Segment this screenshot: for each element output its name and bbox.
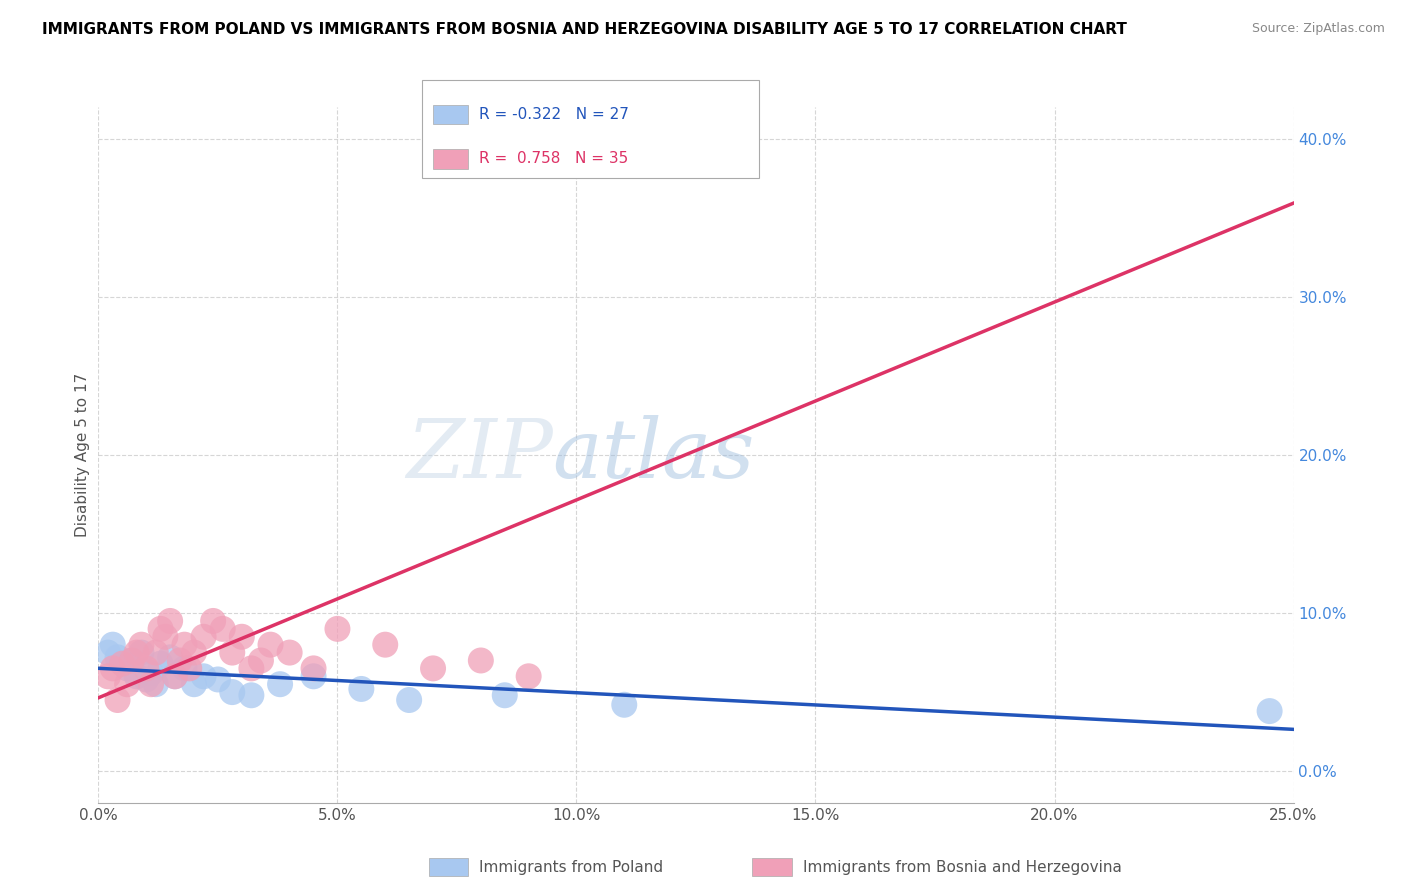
Text: R =  0.758   N = 35: R = 0.758 N = 35 [479, 152, 628, 166]
Point [115, 661, 138, 675]
Point [159, 614, 181, 628]
Point [139, 677, 162, 691]
Point [326, 622, 349, 636]
Text: Immigrants from Poland: Immigrants from Poland [479, 860, 664, 874]
Point [173, 638, 195, 652]
Text: R = -0.322   N = 27: R = -0.322 N = 27 [479, 107, 630, 122]
Point [149, 622, 172, 636]
Point [211, 622, 233, 636]
Point [135, 661, 157, 675]
Point [302, 661, 325, 675]
Point [221, 646, 243, 660]
Point [125, 646, 148, 660]
Point [107, 693, 129, 707]
Point [121, 653, 143, 667]
Point [183, 677, 205, 691]
Point [202, 614, 225, 628]
Point [193, 669, 215, 683]
Point [179, 661, 201, 675]
Point [121, 653, 143, 667]
Point [115, 677, 138, 691]
Point [517, 669, 540, 683]
Point [173, 661, 195, 675]
Point [101, 661, 124, 675]
Point [145, 646, 167, 660]
Point [125, 669, 148, 683]
Y-axis label: Disability Age 5 to 17: Disability Age 5 to 17 [75, 373, 90, 537]
Point [131, 646, 153, 660]
Point [470, 653, 492, 667]
Point [240, 661, 263, 675]
Point [163, 669, 186, 683]
Point [1258, 704, 1281, 718]
Point [250, 653, 273, 667]
Point [183, 646, 205, 660]
Point [374, 638, 396, 652]
Point [302, 669, 325, 683]
Text: atlas: atlas [553, 415, 755, 495]
Point [97, 669, 120, 683]
Point [111, 657, 134, 671]
Point [101, 638, 124, 652]
Point [207, 673, 229, 687]
Point [709, 131, 731, 145]
Point [240, 688, 263, 702]
Point [159, 650, 181, 665]
Point [398, 693, 420, 707]
Point [269, 677, 291, 691]
Point [278, 646, 301, 660]
Point [350, 681, 373, 696]
Point [422, 661, 444, 675]
Text: IMMIGRANTS FROM POLAND VS IMMIGRANTS FROM BOSNIA AND HERZEGOVINA DISABILITY AGE : IMMIGRANTS FROM POLAND VS IMMIGRANTS FRO… [42, 22, 1128, 37]
Point [231, 630, 253, 644]
Point [155, 630, 177, 644]
Text: Source: ZipAtlas.com: Source: ZipAtlas.com [1251, 22, 1385, 36]
Point [135, 673, 157, 687]
Point [259, 638, 281, 652]
Point [131, 638, 153, 652]
Point [163, 669, 186, 683]
Point [149, 657, 172, 671]
Text: Immigrants from Bosnia and Herzegovina: Immigrants from Bosnia and Herzegovina [803, 860, 1122, 874]
Point [169, 653, 191, 667]
Point [145, 677, 167, 691]
Text: ZIP: ZIP [406, 415, 553, 495]
Point [193, 630, 215, 644]
Point [107, 650, 129, 665]
Point [97, 646, 120, 660]
Point [221, 685, 243, 699]
Point [139, 666, 162, 681]
Point [494, 688, 516, 702]
Point [111, 657, 134, 671]
Point [613, 698, 636, 712]
